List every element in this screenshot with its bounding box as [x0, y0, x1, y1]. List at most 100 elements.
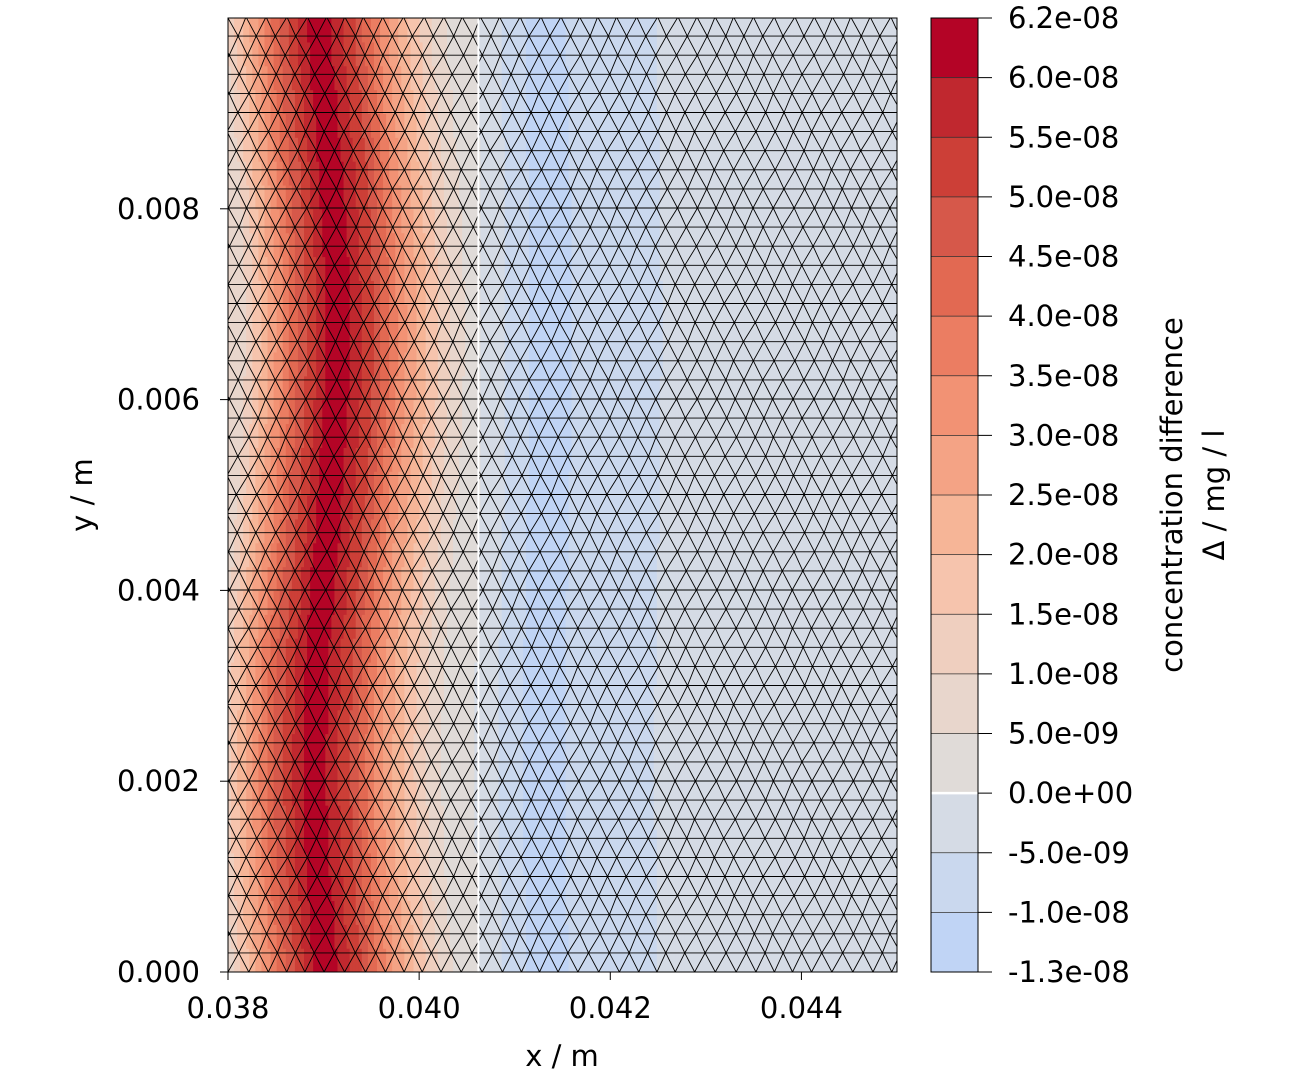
- contour-cell: [687, 733, 691, 758]
- contour-cell: [793, 733, 798, 758]
- contour-cell: [243, 852, 247, 878]
- contour-cell: [820, 948, 825, 972]
- contour-cell: [589, 924, 594, 949]
- contour-cell: [297, 900, 302, 925]
- contour-cell: [839, 828, 843, 854]
- contour-cell: [744, 948, 749, 972]
- contour-cell: [617, 709, 621, 735]
- contour-cell: [456, 924, 460, 949]
- contour-cell: [781, 757, 786, 782]
- contour-cell: [702, 828, 707, 854]
- contour-cell: [513, 685, 518, 711]
- contour-cell: [313, 852, 317, 878]
- contour-cell: [346, 757, 351, 782]
- contour-cell: [869, 757, 874, 782]
- contour-cell: [626, 685, 630, 711]
- contour-cell: [294, 685, 299, 711]
- contour-cell: [893, 900, 897, 925]
- contour-cell: [863, 948, 868, 972]
- contour-cell: [647, 781, 652, 806]
- contour-cell: [231, 900, 235, 925]
- contour-cell: [602, 709, 606, 735]
- contour-cell: [836, 924, 840, 949]
- contour-cell: [462, 781, 466, 806]
- contour-cell: [410, 685, 415, 711]
- contour-cell: [267, 757, 272, 782]
- contour-cell: [836, 852, 840, 878]
- contour-cell: [243, 805, 247, 830]
- contour-cell: [453, 828, 457, 854]
- contour-cell: [893, 709, 897, 735]
- contour-cell: [410, 852, 415, 878]
- contour-cell: [255, 876, 260, 902]
- contour-cell: [401, 781, 405, 806]
- contour-cell: [881, 948, 886, 972]
- contour-cell: [440, 852, 445, 878]
- contour-cell: [875, 805, 880, 830]
- contour-cell: [361, 876, 366, 902]
- contour-cell: [443, 805, 448, 830]
- contour-cell: [647, 757, 652, 782]
- contour-cell: [595, 685, 600, 711]
- contour-cell: [413, 948, 418, 972]
- contour-cell: [331, 876, 336, 902]
- contour-cell: [465, 757, 469, 782]
- contour-cell: [285, 924, 290, 949]
- contour-cell: [747, 781, 752, 806]
- contour-cell: [313, 757, 317, 782]
- contour-cell: [881, 709, 886, 735]
- contour-cell: [465, 828, 469, 854]
- contour-cell: [626, 828, 630, 854]
- contour-cell: [553, 948, 558, 972]
- contour-cell: [839, 876, 843, 902]
- contour-cell: [678, 924, 682, 949]
- contour-cell: [884, 757, 889, 782]
- contour-cell: [480, 757, 485, 782]
- contour-cell: [592, 781, 597, 806]
- contour-cell: [848, 924, 852, 949]
- contour-cell: [337, 876, 342, 902]
- contour-cell: [522, 685, 527, 711]
- contour-cell: [799, 948, 804, 972]
- contour-cell: [854, 828, 859, 854]
- contour-cell: [884, 948, 889, 972]
- contour-cell: [711, 828, 716, 854]
- contour-cell: [884, 924, 889, 949]
- contour-cell: [623, 852, 627, 878]
- contour-cell: [720, 709, 725, 735]
- contour-cell: [711, 709, 716, 735]
- contour-cell: [671, 900, 676, 925]
- contour-cell: [553, 876, 558, 902]
- contour-cell: [261, 805, 266, 830]
- contour-cell: [413, 781, 418, 806]
- contour-cell: [316, 685, 320, 711]
- contour-cell: [784, 852, 789, 878]
- contour-cell: [483, 900, 488, 925]
- contour-cell: [449, 757, 454, 782]
- contour-cell: [747, 805, 752, 830]
- contour-cell: [468, 828, 472, 854]
- contour-cell: [547, 948, 551, 972]
- contour-cell: [556, 805, 561, 830]
- contour-cell: [398, 805, 402, 830]
- contour-cell: [453, 685, 457, 711]
- contour-cell: [498, 757, 503, 782]
- contour-cell: [516, 900, 521, 925]
- contour-cell: [261, 924, 266, 949]
- contour-cell: [854, 948, 859, 972]
- contour-cell: [805, 709, 810, 735]
- contour-cell: [556, 781, 561, 806]
- contour-cell: [605, 781, 609, 806]
- contour-cell: [665, 876, 670, 902]
- contour-cell: [355, 685, 360, 711]
- contour-cell: [541, 733, 545, 758]
- contour-cell: [833, 948, 837, 972]
- contour-cell: [313, 709, 317, 735]
- contour-cell: [690, 781, 694, 806]
- contour-cell: [459, 709, 463, 735]
- contour-cell: [422, 948, 427, 972]
- contour-cell: [465, 685, 469, 711]
- contour-cell: [291, 948, 296, 972]
- contour-cell: [747, 733, 752, 758]
- contour-cell: [620, 685, 624, 711]
